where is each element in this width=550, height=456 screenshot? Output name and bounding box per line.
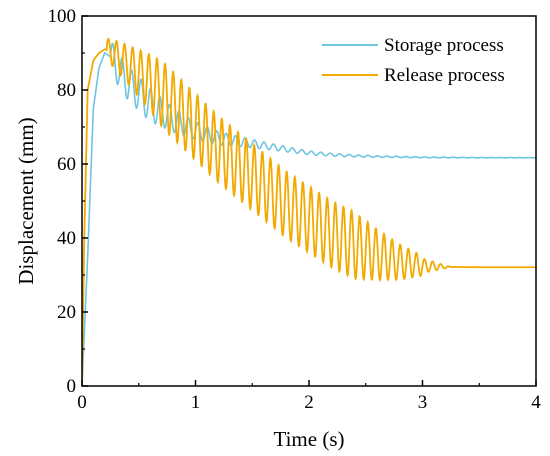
x-axis-label: Time (s) <box>274 427 345 451</box>
release-process-line <box>82 37 536 386</box>
y-tick-label: 80 <box>57 80 76 101</box>
legend-label-release: Release process <box>384 65 505 86</box>
x-tick-label: 2 <box>304 392 314 413</box>
y-axis-ticks: 0 20 40 60 80 100 <box>48 6 88 397</box>
legend-label-storage: Storage process <box>384 35 504 56</box>
x-tick-label: 0 <box>77 392 87 413</box>
storage-process-line <box>82 42 536 386</box>
legend: Storage process Release process <box>322 35 505 86</box>
y-tick-label: 0 <box>67 376 77 397</box>
y-tick-label: 20 <box>57 302 76 323</box>
x-tick-label: 4 <box>531 392 541 413</box>
x-axis-ticks: 0 1 2 3 4 <box>77 380 541 413</box>
x-tick-label: 1 <box>191 392 201 413</box>
y-tick-label: 40 <box>57 228 76 249</box>
y-tick-label: 100 <box>48 6 77 27</box>
plot-area <box>82 37 536 386</box>
y-axis-label: Displacement (mm) <box>14 117 38 284</box>
x-tick-label: 3 <box>418 392 428 413</box>
y-tick-label: 60 <box>57 154 76 175</box>
